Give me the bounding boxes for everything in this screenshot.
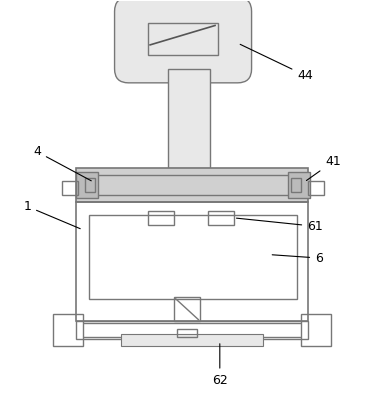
Text: 41: 41 — [306, 155, 341, 181]
Text: 62: 62 — [212, 344, 228, 387]
Text: 4: 4 — [33, 145, 91, 181]
Bar — [62, 181, 78, 195]
Text: 6: 6 — [272, 252, 323, 265]
Bar — [53, 314, 83, 346]
FancyBboxPatch shape — [115, 0, 252, 83]
Bar — [148, 211, 174, 225]
Bar — [177, 329, 197, 337]
Bar — [308, 181, 324, 195]
Bar — [288, 172, 310, 198]
Bar — [208, 211, 234, 225]
Bar — [89, 215, 297, 299]
Text: 1: 1 — [23, 200, 80, 229]
Bar — [76, 321, 308, 339]
Bar — [291, 178, 301, 192]
Text: 44: 44 — [240, 44, 313, 82]
Bar — [168, 69, 210, 168]
Bar — [76, 168, 308, 202]
Bar — [76, 202, 308, 321]
Bar — [148, 23, 218, 55]
Bar — [120, 334, 264, 346]
Bar — [301, 314, 331, 346]
Bar — [174, 297, 200, 321]
Bar — [85, 178, 95, 192]
Bar — [76, 172, 98, 198]
Text: 61: 61 — [237, 218, 323, 233]
